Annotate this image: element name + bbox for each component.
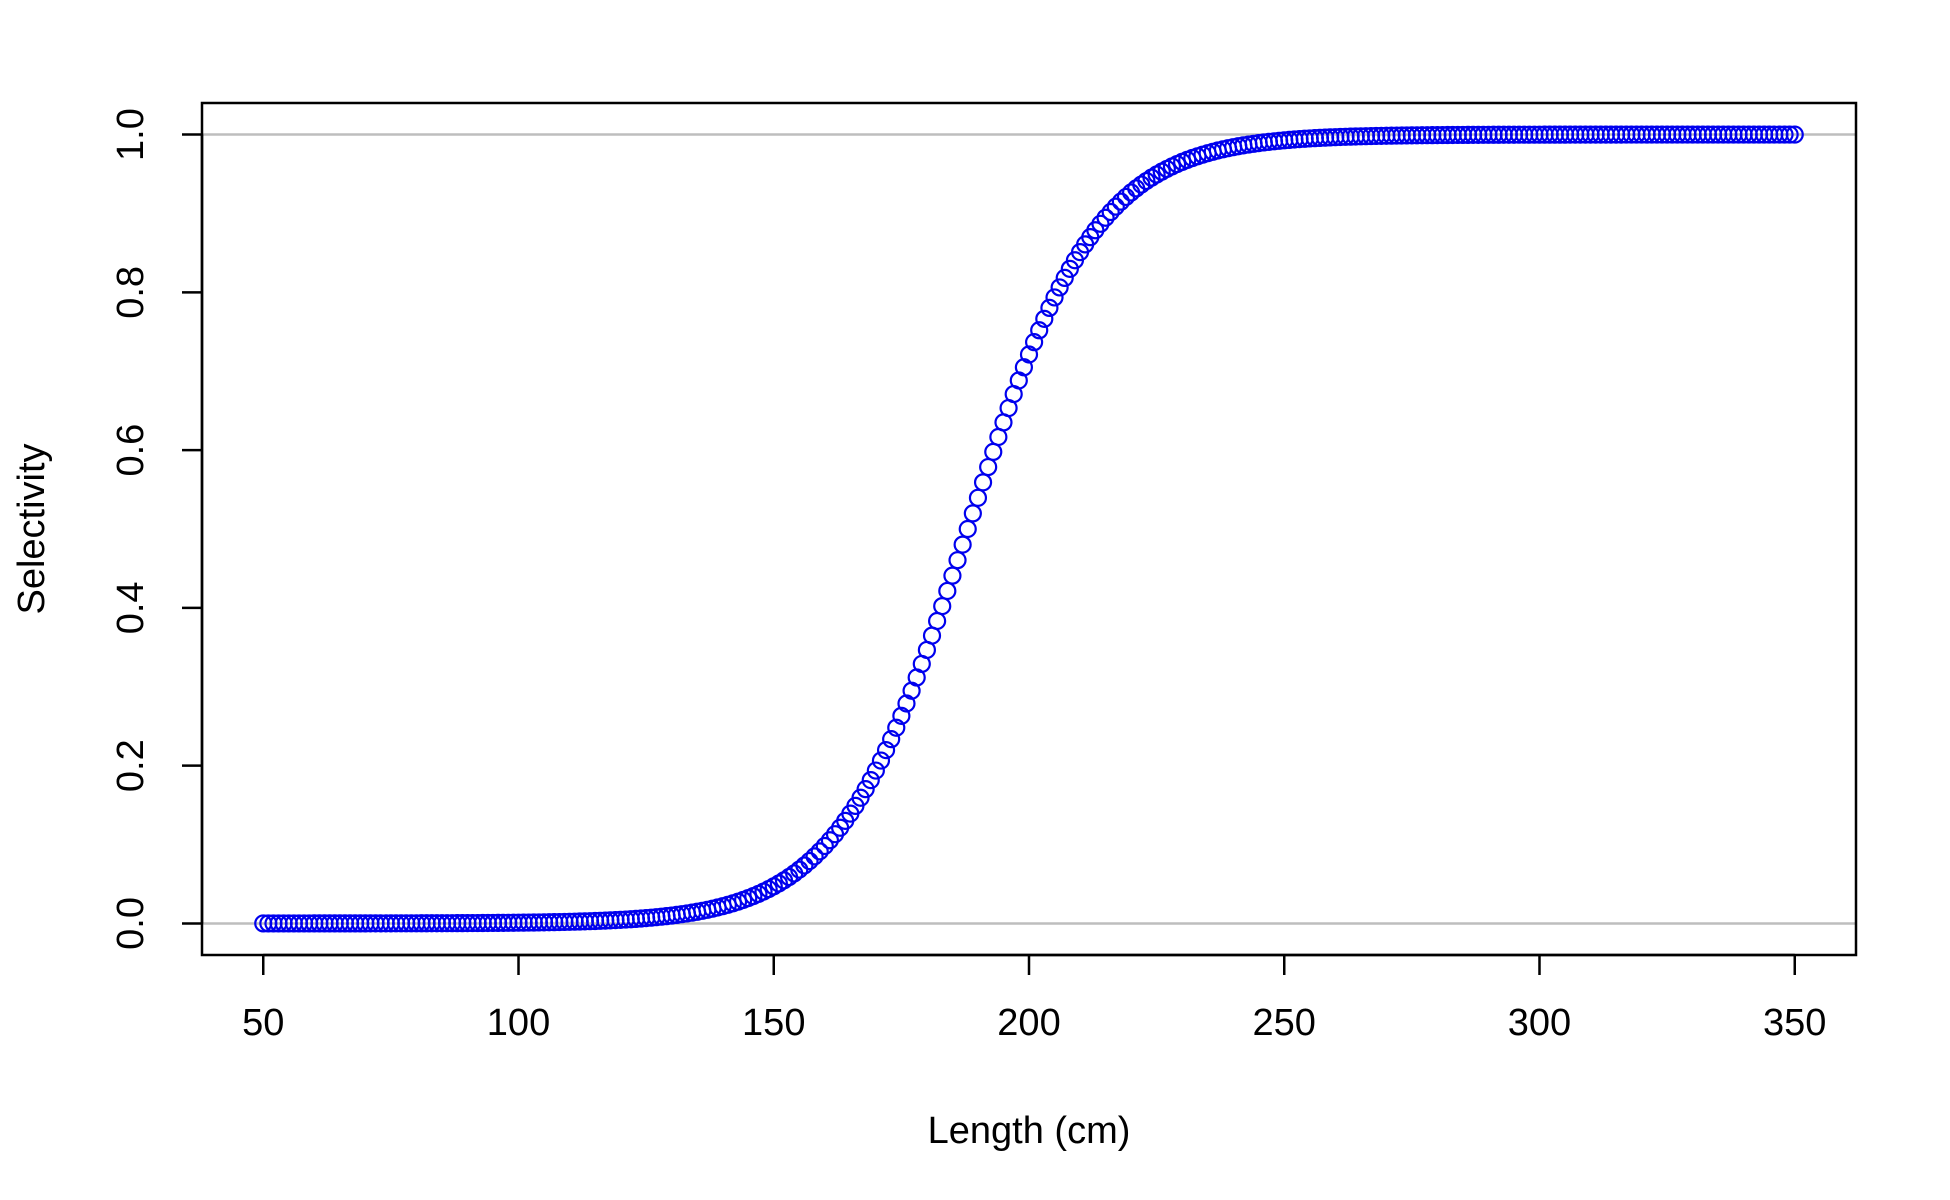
data-point <box>1101 202 1120 222</box>
data-point <box>887 718 906 737</box>
y-axis-title: Selectivity <box>11 443 53 614</box>
data-point <box>1040 298 1059 317</box>
data-point <box>1024 333 1044 352</box>
data-point <box>1050 278 1069 297</box>
data-point <box>1111 192 1130 211</box>
y-tick-label: 0.4 <box>110 581 152 634</box>
data-point <box>876 740 896 760</box>
x-tick-label: 300 <box>1508 1002 1571 1044</box>
data-point <box>1785 125 1804 144</box>
data-point <box>805 847 824 866</box>
data-point <box>795 856 814 875</box>
x-tick-label: 250 <box>1253 1002 1316 1044</box>
data-point <box>866 761 885 780</box>
x-axis: 50 100 150 200 250 300 350 <box>242 953 1826 1044</box>
data-point <box>958 519 977 539</box>
data-point <box>861 770 880 790</box>
data-point <box>1780 125 1799 144</box>
data-point <box>1045 288 1064 307</box>
data-point <box>1106 197 1125 216</box>
y-tick-label: 0.2 <box>110 739 152 792</box>
data-point <box>1091 214 1110 233</box>
y-axis: 0.0 0.2 0.4 0.6 0.8 1.0 <box>110 108 204 950</box>
data-point <box>815 836 834 856</box>
data-point <box>800 851 819 871</box>
data-point <box>1035 309 1054 328</box>
x-tick-label: 200 <box>997 1002 1060 1044</box>
data-point <box>856 780 875 799</box>
x-tick-label: 150 <box>742 1002 805 1044</box>
data-point <box>1775 125 1794 144</box>
data-point <box>948 551 967 570</box>
data-point <box>1096 208 1115 227</box>
x-tick-label: 350 <box>1763 1002 1826 1044</box>
x-tick-label: 100 <box>487 1002 550 1044</box>
data-point <box>963 504 982 523</box>
y-tick-label: 0.0 <box>110 897 152 950</box>
y-tick-label: 1.0 <box>110 108 152 161</box>
data-point <box>1019 345 1039 364</box>
data-point <box>1030 321 1049 340</box>
y-tick-label: 0.6 <box>110 424 152 477</box>
x-tick-label: 50 <box>242 1002 284 1044</box>
data-point <box>892 706 911 725</box>
y-tick-label: 0.8 <box>110 266 152 319</box>
x-axis-title: Length (cm) <box>928 1110 1131 1152</box>
data-point <box>1055 268 1074 288</box>
data-point <box>820 831 840 850</box>
reference-lines <box>202 133 1856 925</box>
data-point <box>810 842 829 861</box>
data-points <box>254 125 1804 933</box>
data-point <box>871 751 891 770</box>
data-point <box>882 730 901 749</box>
data-point <box>953 535 972 554</box>
